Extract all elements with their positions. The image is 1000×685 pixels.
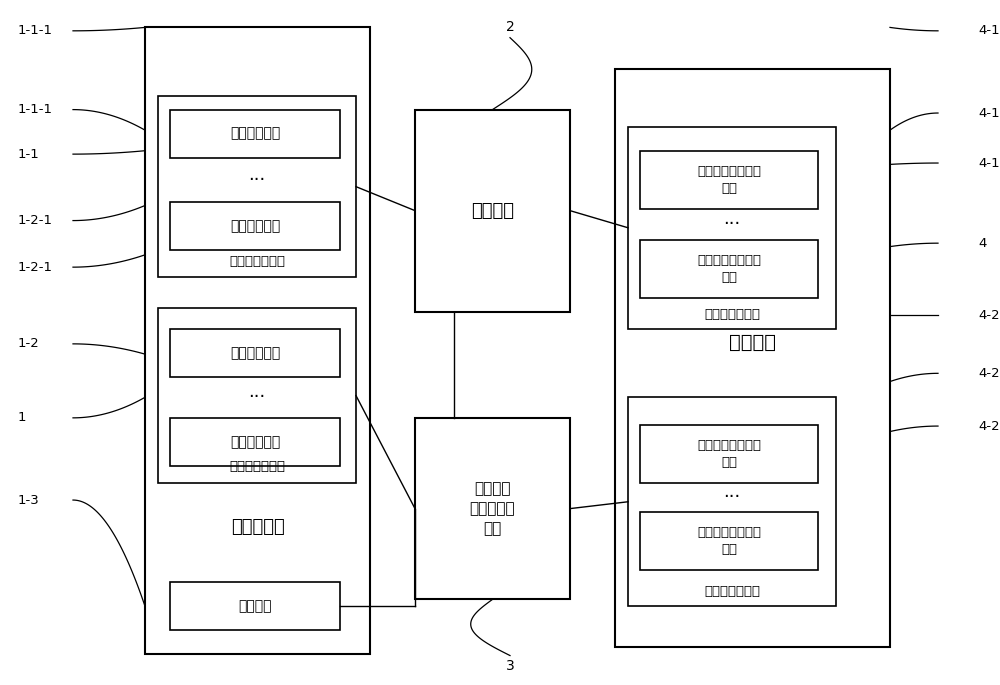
Bar (640, 425, 818, 483)
Text: 1-1-1: 1-1-1 (18, 103, 53, 116)
Text: 后轮踏面图像拍摄
相机: 后轮踏面图像拍摄 相机 (697, 439, 761, 469)
Bar (170, 582, 340, 630)
Bar (628, 397, 836, 606)
Text: 4-2-1: 4-2-1 (978, 367, 1000, 379)
Text: 前轮踏面图像拍摄
相机: 前轮踏面图像拍摄 相机 (697, 254, 761, 284)
Text: 1-2-1: 1-2-1 (18, 261, 53, 273)
Bar (640, 512, 818, 570)
Bar (415, 110, 570, 312)
Text: 前轮触发模块组: 前轮触发模块组 (229, 255, 285, 268)
Text: 2: 2 (506, 21, 514, 34)
Bar (158, 308, 356, 483)
Text: 前轮踏面图像拍摄
相机: 前轮踏面图像拍摄 相机 (697, 165, 761, 195)
Text: 相机模块: 相机模块 (729, 333, 776, 352)
Text: ···: ··· (723, 215, 741, 234)
Text: ···: ··· (248, 388, 266, 406)
Text: 4-1-1: 4-1-1 (978, 25, 1000, 37)
Text: 后轮触发模块组: 后轮触发模块组 (229, 460, 285, 473)
Text: 1-1-1: 1-1-1 (18, 25, 53, 37)
Text: 远端磁钢: 远端磁钢 (238, 599, 272, 613)
Text: 控制模块: 控制模块 (471, 201, 514, 220)
Text: 后轮拍摄相机组: 后轮拍摄相机组 (704, 585, 760, 598)
Text: 前轮拍摄相机组: 前轮拍摄相机组 (704, 308, 760, 321)
Bar (415, 418, 570, 599)
Text: 3: 3 (506, 659, 514, 673)
Text: 4-2-1: 4-2-1 (978, 309, 1000, 321)
Text: ···: ··· (248, 171, 266, 189)
Bar (628, 127, 836, 329)
Text: 车轮传感器: 车轮传感器 (231, 519, 284, 536)
Bar (640, 240, 818, 298)
Text: 1-2-1: 1-2-1 (18, 214, 53, 227)
Text: 1-3: 1-3 (18, 494, 40, 506)
Text: 4-1-1: 4-1-1 (978, 107, 1000, 119)
Text: 1: 1 (18, 412, 26, 424)
Bar (615, 68, 890, 647)
Text: 后轮触发模块: 后轮触发模块 (230, 346, 280, 360)
Text: 4-1: 4-1 (978, 157, 1000, 169)
Text: 后轮触发模块: 后轮触发模块 (230, 435, 280, 449)
Bar (158, 96, 356, 277)
Bar (145, 27, 370, 654)
Text: 4: 4 (978, 237, 986, 249)
Text: 1-2: 1-2 (18, 338, 40, 350)
Bar (170, 418, 340, 466)
Bar (170, 329, 340, 377)
Bar (640, 151, 818, 209)
Text: 后轮踏面图像拍摄
相机: 后轮踏面图像拍摄 相机 (697, 526, 761, 556)
Bar (170, 110, 340, 158)
Text: 前轮触发模块: 前轮触发模块 (230, 219, 280, 233)
Text: 1-1: 1-1 (18, 148, 40, 160)
Text: 图像采集
控制及处理
模块: 图像采集 控制及处理 模块 (470, 482, 515, 536)
Bar (170, 202, 340, 250)
Text: 前轮触发模块: 前轮触发模块 (230, 127, 280, 140)
Text: 4-2: 4-2 (978, 420, 1000, 432)
Text: ···: ··· (723, 488, 741, 506)
